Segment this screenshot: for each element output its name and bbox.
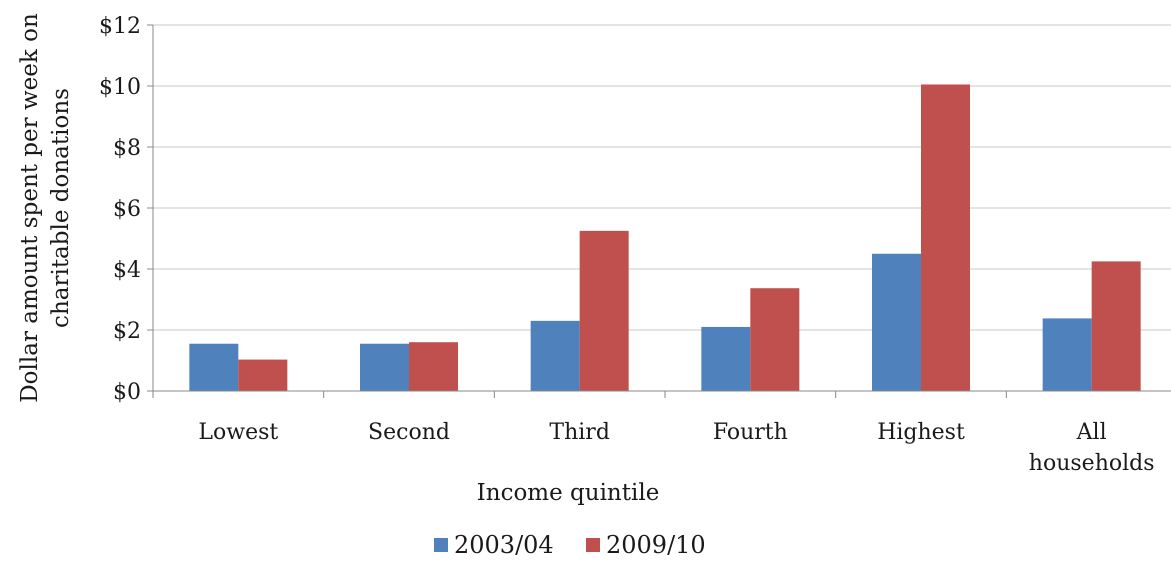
bar-2009-10 bbox=[409, 342, 458, 391]
y-tick-label: $2 bbox=[113, 319, 141, 344]
y-tick-labels: $0 $2 $4 $6 $8 $10 $12 bbox=[99, 14, 141, 405]
bar-2003-04 bbox=[872, 253, 921, 391]
y-tick-label: $12 bbox=[99, 14, 141, 39]
bar-2003-04 bbox=[360, 343, 409, 391]
gridlines bbox=[153, 24, 1171, 331]
axes bbox=[147, 24, 1171, 398]
legend-swatch bbox=[434, 538, 448, 552]
bar-2009-10 bbox=[750, 288, 800, 391]
bar-2003-04 bbox=[701, 326, 751, 391]
x-category-label: Second bbox=[368, 420, 450, 445]
x-category-label: Third bbox=[549, 420, 609, 445]
bar-2009-10 bbox=[1091, 261, 1141, 391]
y-tick-label: $0 bbox=[113, 380, 141, 405]
x-category-label: All households bbox=[1029, 420, 1155, 476]
x-category-label: Highest bbox=[877, 420, 965, 445]
legend-label: 2003/04 bbox=[454, 531, 554, 559]
x-category-label: Fourth bbox=[713, 420, 788, 445]
bar-2009-10 bbox=[238, 359, 288, 391]
x-category-labels: Lowest Second Third Fourth Highest All househo… bbox=[198, 420, 1154, 476]
y-tick-label: $8 bbox=[113, 136, 141, 161]
bars bbox=[189, 84, 1141, 391]
x-axis-title: Income quintile bbox=[477, 480, 660, 506]
legend-swatch bbox=[586, 538, 600, 552]
legend: 2003/04 2009/10 bbox=[434, 531, 706, 559]
y-tick-label: $4 bbox=[113, 258, 141, 283]
bar-2003-04 bbox=[189, 343, 239, 391]
y-tick-label: $10 bbox=[99, 75, 141, 100]
bar-2009-10 bbox=[921, 84, 970, 391]
x-category-label: Lowest bbox=[198, 420, 278, 445]
y-axis-title: Dollar amount spent per week on charitabl… bbox=[17, 13, 74, 403]
bar-2003-04 bbox=[1042, 318, 1092, 391]
bar-2003-04 bbox=[530, 320, 580, 391]
legend-label: 2009/10 bbox=[606, 531, 706, 559]
y-tick-label: $6 bbox=[113, 197, 141, 222]
bar-2009-10 bbox=[579, 230, 629, 391]
